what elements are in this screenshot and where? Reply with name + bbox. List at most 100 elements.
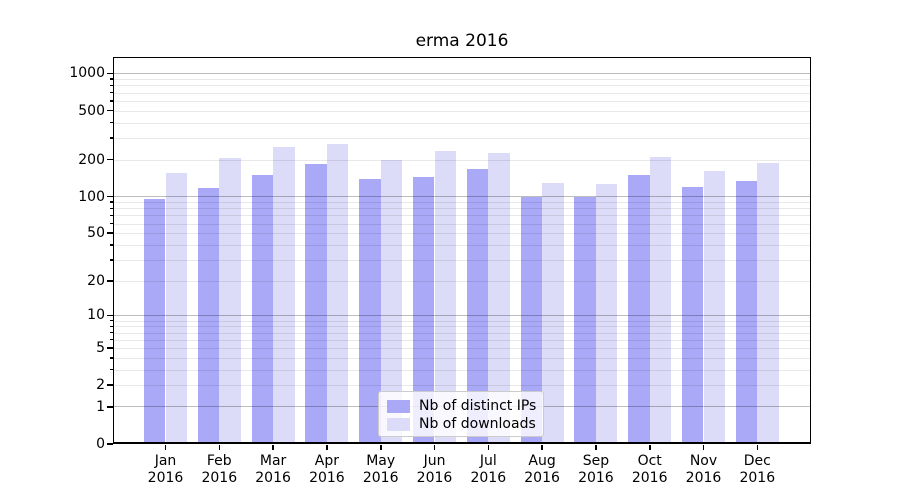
y-tick bbox=[107, 314, 113, 317]
x-tick-year: 2016 bbox=[739, 470, 776, 486]
gridline-minor bbox=[114, 385, 810, 387]
y-tick-label: 0 bbox=[96, 436, 105, 452]
x-tick-month: Jul bbox=[479, 453, 497, 469]
y-tick-label: 20 bbox=[87, 272, 105, 289]
x-tick-year: 2016 bbox=[416, 470, 453, 486]
x-tick-year: 2016 bbox=[147, 470, 184, 486]
x-tick-month: Jan bbox=[154, 453, 177, 469]
bar-distinct-ips-Jun bbox=[412, 176, 435, 444]
y-tick-label: 500 bbox=[78, 102, 105, 119]
bar-distinct-ips-Apr bbox=[305, 163, 327, 444]
x-tick-month: Feb bbox=[206, 453, 232, 469]
bar-downloads-Mar bbox=[273, 147, 295, 444]
y-tick-label: 1 bbox=[96, 398, 105, 415]
gridline-minor bbox=[114, 223, 810, 225]
y-tick bbox=[107, 280, 113, 282]
bar-distinct-ips-Jan bbox=[143, 198, 166, 444]
bar-downloads-Oct bbox=[649, 157, 672, 444]
gridline-minor bbox=[114, 137, 810, 139]
x-tick-year: 2016 bbox=[362, 470, 399, 486]
y-tick-label: 100 bbox=[78, 188, 105, 205]
bar-downloads-May bbox=[380, 160, 403, 444]
y-minor-tick bbox=[110, 259, 114, 261]
legend-item-distinct-ips: Nb of distinct IPs bbox=[387, 397, 543, 415]
gridline-minor bbox=[114, 233, 810, 235]
y-minor-tick bbox=[110, 222, 114, 225]
bar-distinct-ips-Feb bbox=[197, 188, 220, 444]
y-tick-label: 2 bbox=[96, 377, 105, 394]
y-tick-label: 10 bbox=[87, 307, 105, 324]
y-tick bbox=[107, 195, 113, 198]
y-tick bbox=[107, 443, 113, 445]
bar-distinct-ips-Dec bbox=[735, 181, 758, 444]
x-tick-month: Nov bbox=[689, 453, 718, 469]
x-tick-year: 2016 bbox=[309, 470, 345, 486]
x-tick-month: Jun bbox=[423, 453, 446, 469]
y-tick-label: 5 bbox=[96, 339, 105, 356]
legend: Nb of distinct IPs Nb of downloads bbox=[378, 391, 544, 437]
y-tick-label: 50 bbox=[87, 225, 105, 242]
x-tick bbox=[756, 445, 759, 450]
x-tick-month: May bbox=[366, 453, 396, 469]
x-tick-month: Dec bbox=[743, 453, 771, 469]
gridline-minor bbox=[114, 347, 810, 349]
x-tick bbox=[380, 445, 382, 450]
y-tick bbox=[107, 72, 113, 75]
x-tick bbox=[487, 445, 490, 450]
bar-distinct-ips-Oct bbox=[628, 174, 650, 444]
gridline-minor bbox=[114, 369, 810, 371]
y-minor-tick bbox=[110, 100, 114, 102]
x-tick-label-Sep: Sep 2016 bbox=[564, 453, 628, 487]
y-tick bbox=[107, 109, 113, 112]
x-tick bbox=[702, 445, 705, 450]
chart-title: erma 2016 bbox=[415, 31, 509, 51]
x-tick-label-Dec: Dec 2016 bbox=[725, 453, 789, 487]
y-minor-tick bbox=[110, 338, 114, 341]
y-minor-tick bbox=[110, 91, 114, 94]
x-tick-label-Jul: Jul 2016 bbox=[456, 453, 520, 487]
gridline-minor bbox=[114, 202, 810, 204]
y-minor-tick bbox=[110, 319, 114, 322]
x-tick-month: Aug bbox=[528, 453, 556, 469]
x-tick-year: 2016 bbox=[524, 470, 560, 486]
gridline-minor bbox=[114, 110, 810, 112]
y-minor-tick bbox=[110, 207, 114, 210]
y-minor-tick bbox=[110, 137, 114, 139]
gridline-major bbox=[114, 196, 810, 197]
bar-downloads-Feb bbox=[219, 158, 241, 444]
bar-downloads-Jun bbox=[434, 150, 457, 444]
legend-item-downloads: Nb of downloads bbox=[387, 415, 543, 433]
legend-swatch-downloads bbox=[387, 417, 410, 431]
gridline-minor bbox=[114, 122, 810, 124]
y-minor-tick bbox=[110, 244, 114, 246]
x-tick-month: Sep bbox=[582, 453, 610, 469]
x-tick-month: Oct bbox=[637, 453, 662, 469]
x-tick-year: 2016 bbox=[685, 470, 722, 486]
x-tick-label-Oct: Oct 2016 bbox=[618, 453, 682, 487]
bar-downloads-Apr bbox=[326, 143, 349, 444]
x-tick bbox=[595, 445, 597, 450]
bar-downloads-Jul bbox=[488, 152, 510, 444]
y-tick-label: 1000 bbox=[69, 65, 105, 82]
gridline-major bbox=[114, 72, 810, 74]
y-minor-tick bbox=[110, 214, 114, 217]
gridline-minor bbox=[114, 100, 810, 102]
x-tick-label-Apr: Apr 2016 bbox=[295, 453, 359, 487]
x-tick bbox=[218, 445, 221, 450]
x-tick bbox=[326, 445, 328, 450]
legend-label-distinct-ips: Nb of distinct IPs bbox=[419, 398, 537, 414]
bar-distinct-ips-Aug bbox=[520, 196, 543, 444]
x-tick-year: 2016 bbox=[201, 470, 238, 486]
bar-downloads-Dec bbox=[757, 162, 779, 444]
x-tick bbox=[433, 445, 436, 450]
gridline-minor bbox=[114, 259, 810, 261]
legend-label-downloads: Nb of downloads bbox=[419, 416, 536, 432]
gridline-minor bbox=[114, 85, 810, 87]
x-tick-year: 2016 bbox=[470, 470, 507, 486]
bar-distinct-ips-Nov bbox=[681, 187, 704, 444]
gridline-minor bbox=[114, 280, 810, 282]
gridline-minor bbox=[114, 332, 810, 334]
y-tick bbox=[107, 347, 113, 349]
gridline-minor bbox=[114, 244, 810, 246]
